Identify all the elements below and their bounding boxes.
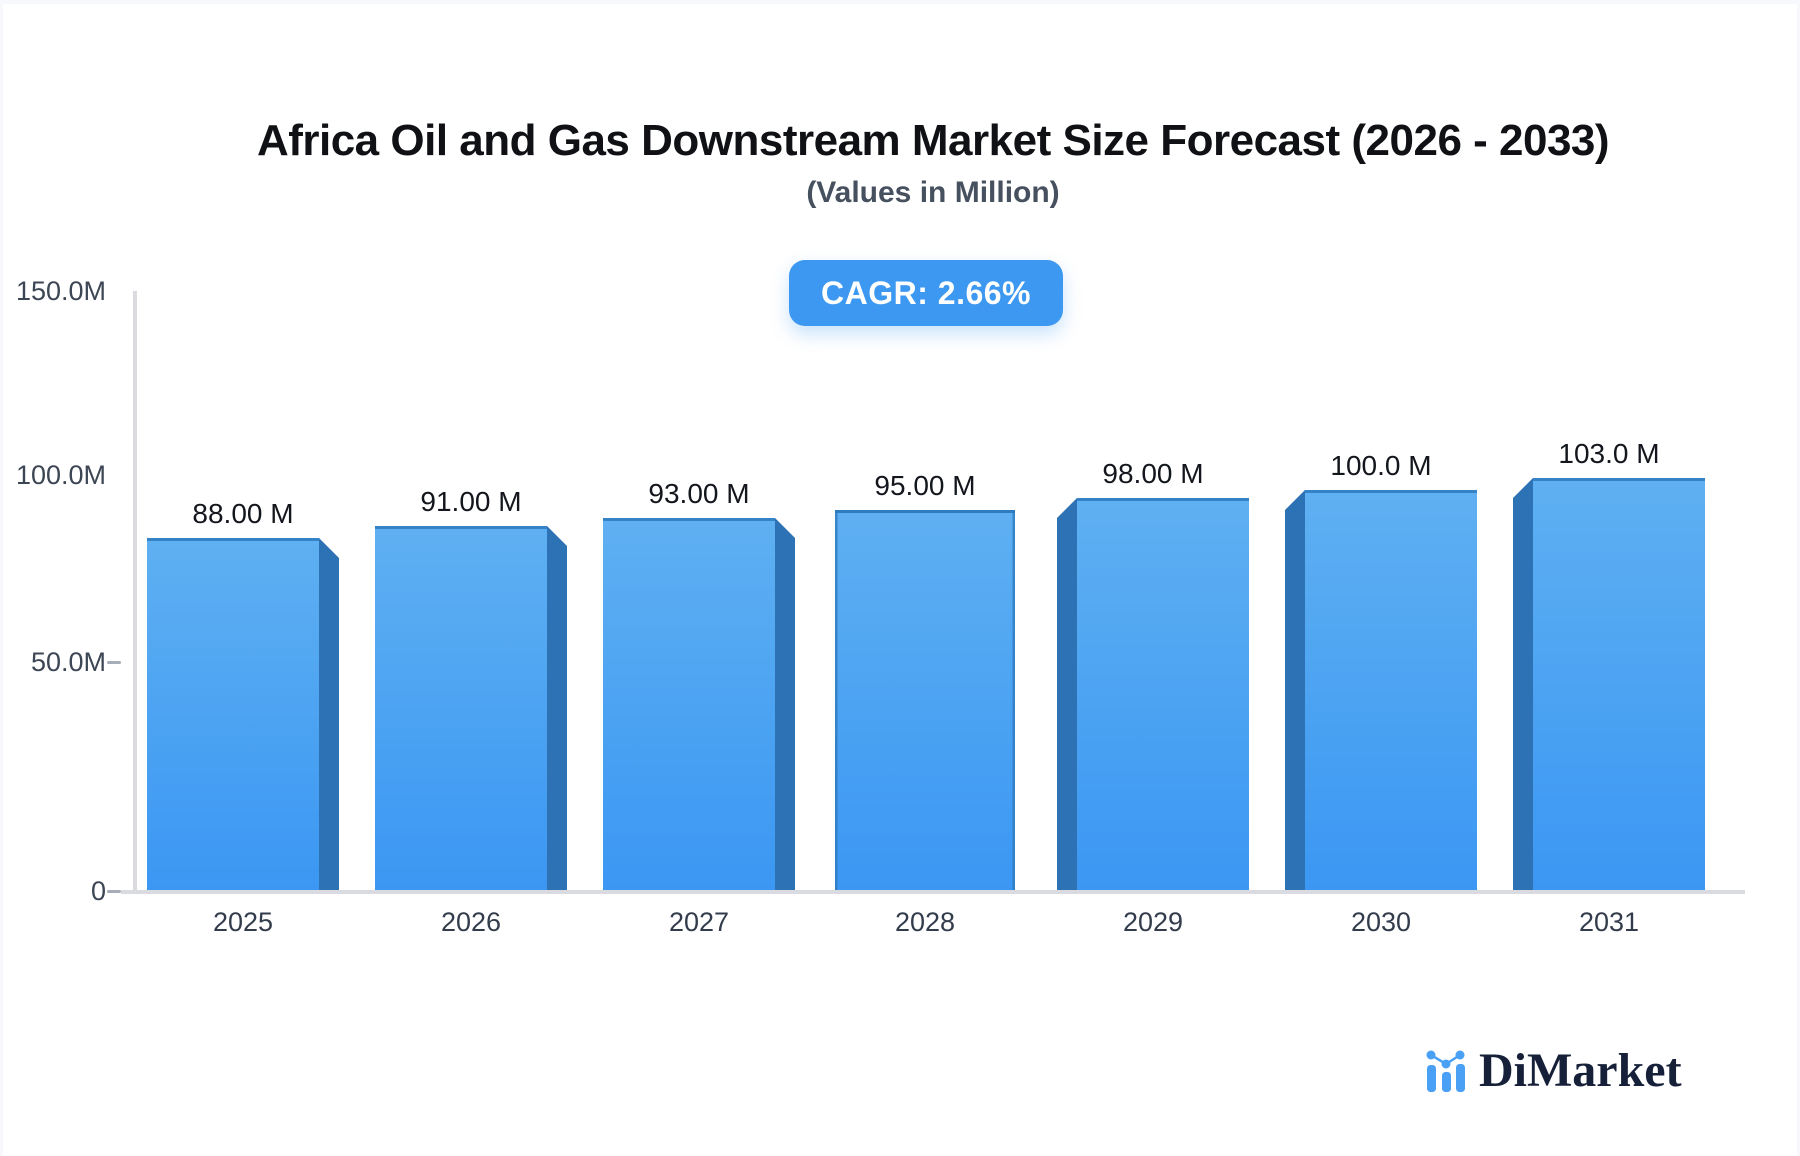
y-axis-label-100.0M: 100.0M <box>15 460 106 490</box>
bar-2030 <box>1285 490 1477 890</box>
chart-title: Africa Oil and Gas Downstream Market Siz… <box>256 116 1610 165</box>
plot-area: 150.0M 100.0M 50.0M 0 <box>3 4 1797 1156</box>
y-axis-label-50.0M: 50.0M <box>30 647 106 677</box>
y-axis-tick <box>107 661 121 664</box>
chart-card: Africa Oil and Gas Downstream Market Siz… <box>3 4 1797 1156</box>
brand-logo-text: DiMarket <box>1479 1044 1682 1097</box>
bar-value-label-2028: 95.00 M <box>874 470 976 501</box>
y-axis-label-150.0M: 150.0M <box>15 276 106 306</box>
y-axis-line <box>133 291 137 894</box>
bar-value-label-2029: 98.00 M <box>1102 458 1204 489</box>
bar-value-label-2027: 93.00 M <box>648 478 750 509</box>
bar-2027 <box>603 518 795 890</box>
bar-2031 <box>1513 478 1705 890</box>
x-axis-label-2025: 2025 <box>212 907 274 937</box>
brand-logo-icon <box>1426 1050 1465 1092</box>
chart-subtitle: (Values in Million) <box>806 176 1060 209</box>
bar-value-label-2026: 91.00 M <box>420 486 522 517</box>
bar-value-label-2031: 103.0 M <box>1558 438 1660 469</box>
bars-layer <box>147 478 1705 890</box>
x-axis-label-2026: 2026 <box>440 907 502 937</box>
x-axis-label-2030: 2030 <box>1350 907 1412 937</box>
y-axis-tick <box>107 890 121 893</box>
brand-logo: DiMarket <box>1423 1046 1682 1096</box>
bar-2026 <box>375 526 567 890</box>
bar-2029 <box>1057 498 1249 890</box>
y-axis-label-0: 0 <box>90 876 106 906</box>
cagr-badge: CAGR: 2.66% <box>789 260 1063 326</box>
x-axis-label-2031: 2031 <box>1578 907 1640 937</box>
cagr-badge-label: CAGR: 2.66% <box>821 274 1031 311</box>
bar-2028 <box>835 510 1015 890</box>
bar-2025 <box>147 538 339 890</box>
x-axis-label-2028: 2028 <box>894 907 956 937</box>
x-axis-label-2029: 2029 <box>1122 907 1184 937</box>
bar-value-label-2030: 100.0 M <box>1330 450 1432 481</box>
bar-value-label-2025: 88.00 M <box>192 498 294 529</box>
x-axis-line <box>121 890 1745 894</box>
x-axis-label-2027: 2027 <box>668 907 730 937</box>
